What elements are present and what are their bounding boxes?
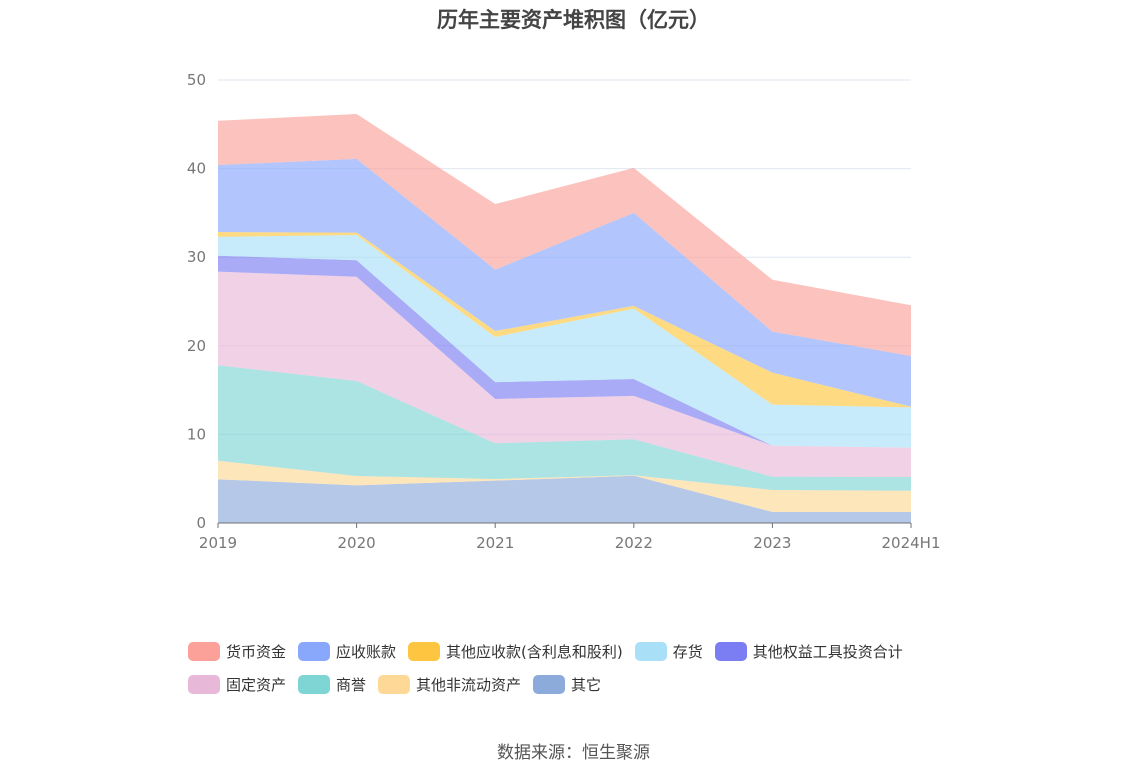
- area-应收账款: [218, 158, 911, 407]
- x-tick-label: 2024H1: [882, 534, 941, 552]
- legend-label: 其他应收款(含利息和股利): [446, 643, 623, 661]
- legend-swatch: [298, 675, 331, 694]
- legend-label: 其他权益工具投资合计: [752, 643, 903, 661]
- legend-item[interactable]: 其他权益工具投资合计: [714, 641, 903, 662]
- area-其他非流动资产: [218, 460, 911, 513]
- stacked-area-chart: 0 10 20 30 40 50 2019 2020 2021 2022 2023 2024H1: [187, 71, 941, 552]
- legend-swatch: [188, 675, 220, 694]
- y-tick-label: 40: [187, 160, 206, 178]
- legend-label: 应收账款: [336, 643, 397, 661]
- area-存货: [218, 235, 911, 448]
- legend-swatch: [714, 642, 747, 661]
- legend-swatch: [533, 675, 566, 694]
- area-货币资金: [218, 114, 911, 356]
- area-其他应收款(含利息和股利): [218, 232, 911, 408]
- y-tick-label: 50: [187, 71, 206, 89]
- legend-label: 货币资金: [226, 643, 287, 661]
- area-其他权益工具投资合计: [218, 255, 911, 448]
- legend-label: 商誉: [336, 676, 367, 694]
- legend-swatch: [188, 642, 220, 661]
- legend-swatch: [298, 642, 331, 661]
- legend-row-1: 货币资金 应收账款 其他应收款(含利息和股利) 存货 其他权益工具投资合计: [188, 641, 915, 662]
- y-tick-label: 30: [187, 248, 206, 266]
- area-商誉: [218, 365, 911, 491]
- legend-label: 存货: [672, 643, 703, 661]
- legend-label: 其它: [571, 676, 602, 694]
- y-tick-label: 10: [187, 425, 206, 443]
- legend-item[interactable]: 货币资金: [188, 641, 286, 662]
- y-tick-label: 0: [196, 514, 206, 532]
- legend-swatch: [408, 642, 441, 661]
- legend-label: 固定资产: [226, 676, 287, 694]
- legend-swatch: [634, 642, 667, 661]
- area-固定资产: [218, 271, 911, 478]
- legend-row-2: 固定资产 商誉 其他非流动资产 其它: [188, 674, 613, 695]
- legend-item[interactable]: 应收账款: [298, 641, 396, 662]
- legend-item[interactable]: 其它: [533, 674, 601, 695]
- legend-item[interactable]: 商誉: [298, 674, 366, 695]
- x-tick-label: 2019: [199, 534, 237, 552]
- x-tick-label: 2021: [476, 534, 514, 552]
- legend-item[interactable]: 其他非流动资产: [378, 674, 521, 695]
- data-source: 数据来源：恒生聚源: [497, 743, 650, 763]
- legend-item[interactable]: 固定资产: [188, 674, 286, 695]
- area-其它: [218, 475, 911, 523]
- legend-swatch: [378, 675, 411, 694]
- y-tick-label: 20: [187, 337, 206, 355]
- chart-title: 历年主要资产堆积图（亿元）: [437, 8, 710, 32]
- x-tick-label: 2022: [615, 534, 653, 552]
- legend-label: 其他非流动资产: [416, 676, 522, 694]
- x-tick-label: 2023: [753, 534, 791, 552]
- legend-item[interactable]: 存货: [634, 641, 703, 662]
- x-tick-label: 2020: [338, 534, 376, 552]
- legend-item[interactable]: 其他应收款(含利息和股利): [408, 641, 623, 662]
